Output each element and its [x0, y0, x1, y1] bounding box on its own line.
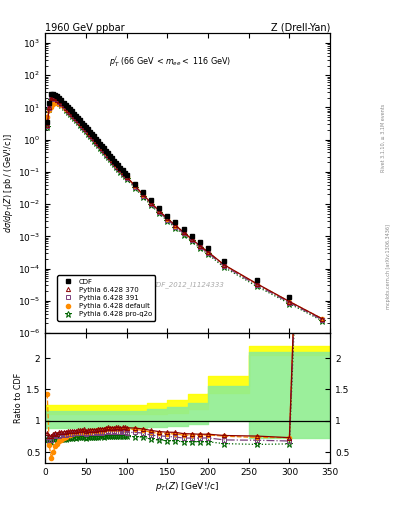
Pythia 6.428 370 [51, 94, 56, 100]
Pythia 6.428 default [120, 169, 125, 175]
CDF [45, 119, 50, 125]
Pythia 6.428 default [88, 131, 92, 137]
Pythia 6.428 370 [110, 157, 115, 163]
Pythia 6.428 default [106, 152, 111, 158]
Pythia 6.428 default [45, 114, 50, 120]
Pythia 6.428 391 [110, 158, 115, 164]
Text: mcplots.cern.ch [arXiv:1306.3436]: mcplots.cern.ch [arXiv:1306.3436] [386, 224, 391, 309]
Pythia 6.428 pro-q2o [51, 96, 56, 102]
Pythia 6.428 370 [120, 168, 125, 175]
Text: 1960 GeV ppbar: 1960 GeV ppbar [45, 23, 125, 32]
Pythia 6.428 pro-q2o [110, 159, 115, 165]
Pythia 6.428 370 [106, 152, 111, 158]
Pythia 6.428 pro-q2o [45, 124, 50, 130]
CDF [110, 155, 115, 161]
Pythia 6.428 391 [88, 132, 92, 138]
Pythia 6.428 391 [51, 95, 56, 101]
X-axis label: $p_T(Z)$ [GeV!/c]: $p_T(Z)$ [GeV!/c] [156, 480, 220, 493]
Pythia 6.428 391 [120, 170, 125, 176]
Line: Pythia 6.428 pro-q2o: Pythia 6.428 pro-q2o [44, 96, 325, 324]
Line: Pythia 6.428 default: Pythia 6.428 default [45, 100, 324, 321]
CDF [106, 150, 111, 156]
Pythia 6.428 391 [112, 160, 117, 166]
CDF [320, 354, 324, 360]
Text: CDF_2012_I1124333: CDF_2012_I1124333 [151, 282, 224, 288]
Pythia 6.428 370 [88, 131, 92, 137]
Pythia 6.428 pro-q2o [88, 133, 92, 139]
Pythia 6.428 pro-q2o [106, 154, 111, 160]
Y-axis label: Ratio to CDF: Ratio to CDF [14, 373, 23, 423]
Y-axis label: $d\sigma/dp_T(Z)$ [pb / (GeV!/c)]: $d\sigma/dp_T(Z)$ [pb / (GeV!/c)] [2, 133, 15, 233]
Pythia 6.428 default [112, 159, 117, 165]
Pythia 6.428 391 [65, 108, 70, 114]
Pythia 6.428 default [53, 99, 58, 105]
Pythia 6.428 pro-q2o [320, 318, 324, 324]
Text: Z (Drell-Yan): Z (Drell-Yan) [271, 23, 330, 32]
CDF [65, 104, 70, 110]
Pythia 6.428 391 [106, 153, 111, 159]
CDF [112, 158, 117, 164]
Pythia 6.428 pro-q2o [65, 109, 70, 115]
Pythia 6.428 391 [320, 316, 324, 323]
Line: Pythia 6.428 391: Pythia 6.428 391 [45, 96, 324, 322]
Pythia 6.428 pro-q2o [120, 171, 125, 177]
Pythia 6.428 391 [45, 123, 50, 130]
Pythia 6.428 default [65, 108, 70, 114]
Line: CDF: CDF [45, 92, 324, 359]
Legend: CDF, Pythia 6.428 370, Pythia 6.428 391, Pythia 6.428 default, Pythia 6.428 pro-: CDF, Pythia 6.428 370, Pythia 6.428 391,… [57, 275, 156, 321]
Pythia 6.428 default [110, 157, 115, 163]
Pythia 6.428 pro-q2o [112, 161, 117, 167]
Pythia 6.428 370 [112, 159, 117, 165]
Pythia 6.428 370 [65, 106, 70, 113]
Line: Pythia 6.428 370: Pythia 6.428 370 [45, 95, 324, 321]
Text: Rivet 3.1.10, ≥ 3.1M events: Rivet 3.1.10, ≥ 3.1M events [381, 104, 386, 173]
Pythia 6.428 default [320, 315, 324, 322]
Pythia 6.428 370 [45, 122, 50, 129]
CDF [120, 167, 125, 173]
Text: $p_T^l$ (66 GeV $< m_{ee} <$ 116 GeV): $p_T^l$ (66 GeV $< m_{ee} <$ 116 GeV) [110, 54, 231, 69]
CDF [49, 91, 54, 97]
CDF [88, 129, 92, 135]
Pythia 6.428 370 [320, 315, 324, 322]
